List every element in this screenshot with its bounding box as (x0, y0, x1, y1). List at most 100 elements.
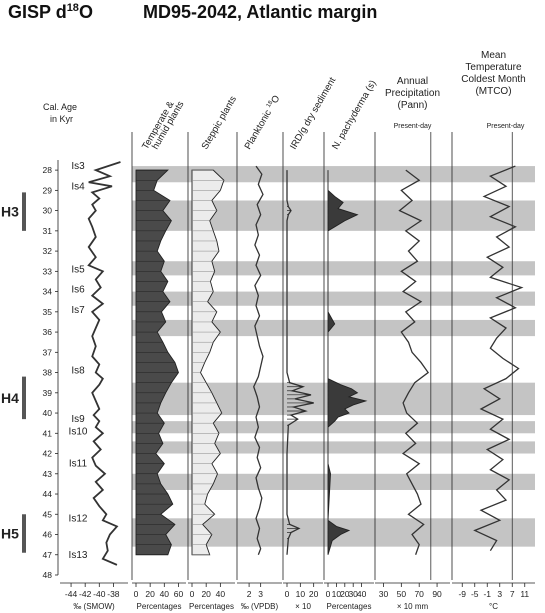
heinrich-bar (22, 192, 26, 231)
mtco-title-line4: (MTCO) (475, 86, 511, 97)
age-axis-label-line2: in Kyr (50, 114, 73, 124)
heinrich-events: H3 H4 H5 (1, 192, 26, 553)
pachyderma-x-tick-label: 0 (326, 589, 331, 599)
pachyderma-x-label: Percentages (327, 602, 372, 611)
interstadial-band (132, 441, 535, 454)
interstadial-label: Is4 (71, 181, 85, 192)
age-tick-label: 37 (43, 347, 53, 357)
mtco-title-line2: Temperature (465, 62, 522, 73)
header: GISP d18O MD95-2042, Atlantic margin (8, 2, 377, 22)
steppic-x-tick-label: 40 (216, 589, 226, 599)
planktonic-line (253, 165, 264, 555)
interstadial-band (132, 166, 535, 183)
pann-x-tick-label: 50 (397, 589, 407, 599)
mtco-x-tick-label: 3 (497, 589, 502, 599)
ird-x-tick-label: 10 (296, 589, 306, 599)
gisp-title: GISP d18O (8, 2, 93, 22)
gisp-x-label: ‰ (SMOW) (73, 602, 115, 611)
pachyderma-area (327, 170, 368, 555)
core-title: MD95-2042, Atlantic margin (143, 2, 377, 22)
mtco-x-tick-label: 7 (510, 589, 515, 599)
mtco-line (473, 165, 524, 552)
age-tick-label: 41 (43, 428, 53, 438)
pachyderma-title: N. pachyderma (s) (330, 78, 379, 151)
pachyderma-x-tick-label: 40 (357, 589, 367, 599)
age-tick-label: 43 (43, 469, 53, 479)
heinrich-bar (22, 514, 26, 553)
age-tick-label: 45 (43, 509, 53, 519)
heinrich-label: H3 (1, 204, 19, 220)
mtco-x-tick-label: -9 (458, 589, 466, 599)
pann-x-tick-label: 70 (414, 589, 424, 599)
age-tick-label: 32 (43, 246, 53, 256)
gisp-line (87, 161, 121, 566)
planktonic-x-tick-label: 3 (258, 589, 263, 599)
pann-x-tick-label: 90 (432, 589, 442, 599)
planktonic-title: Planktonic 18O (243, 94, 283, 152)
age-tick-label: 44 (43, 489, 53, 499)
age-axis: Cal. Age in Kyr 28 29 30 31 32 33 34 35 36 37 38 39… (43, 102, 78, 580)
mtco-title-line1: Mean (481, 50, 506, 61)
age-tick-label: 31 (43, 226, 53, 236)
steppic-title: Steppic plants (200, 94, 239, 151)
age-tick-label: 34 (43, 287, 53, 297)
interstadial-label: Is9 (71, 414, 85, 425)
interstadial-label: Is11 (69, 459, 88, 470)
interstadial-label: Is13 (69, 550, 88, 561)
age-tick-label: 40 (43, 408, 53, 418)
planktonic-x-label: ‰ (VPDB) (241, 602, 279, 611)
pann-x-tick-label: 30 (379, 589, 389, 599)
ird-title: IRD/g dry sediment (288, 75, 338, 151)
interstadial-label: Is3 (71, 161, 85, 172)
temperate-x-tick-label: 20 (145, 589, 155, 599)
temperate-x-tick-label: 40 (160, 589, 170, 599)
mtco-x-tick-label: -5 (471, 589, 479, 599)
temperate-x-label: Percentages (137, 602, 182, 611)
pachyderma-x-tick-label: 10 (332, 589, 342, 599)
gisp-x-tick-label: -44 (65, 589, 78, 599)
age-tick-label: 30 (43, 206, 53, 216)
ird-x-label: × 10 (295, 602, 311, 611)
pachyderma-x-tick-label: 20 (340, 589, 350, 599)
interstadial-label: Is8 (71, 366, 85, 377)
mtco-present-day: Present-day (487, 123, 525, 130)
heinrich-label: H4 (1, 390, 19, 406)
pann-title-line1: Annual (397, 76, 428, 87)
gisp-x-tick-label: -40 (93, 589, 106, 599)
heinrich-bar (22, 376, 26, 420)
interstadial-band (132, 421, 535, 434)
age-tick-label: 38 (43, 368, 53, 378)
interstadial-label: Is5 (71, 264, 85, 275)
age-tick-label: 46 (43, 530, 53, 540)
steppic-x-label: Percentages (189, 602, 234, 611)
interstadial-label: Is6 (71, 285, 85, 296)
age-tick-label: 35 (43, 307, 53, 317)
interstadial-band (132, 261, 535, 276)
steppic-area (191, 169, 225, 556)
heinrich-label: H5 (1, 526, 19, 542)
interstadial-label: Is10 (69, 426, 88, 437)
mtco-x-tick-label: 11 (520, 589, 529, 599)
mtco-x-label: °C (489, 602, 498, 611)
pann-present-day: Present-day (394, 123, 432, 130)
pann-line (398, 169, 430, 555)
mtco-title-line3: Coldest Month (461, 74, 525, 85)
age-tick-label: 29 (43, 185, 53, 195)
interstadial-label: Is12 (69, 513, 88, 524)
age-tick-label: 28 (43, 165, 53, 175)
mtco-x-tick-label: -1 (483, 589, 491, 599)
gisp-x-tick-label: -38 (107, 589, 120, 599)
ird-x-tick-label: 0 (285, 589, 290, 599)
interstadial-band (132, 319, 535, 337)
age-tick-label: 42 (43, 449, 53, 459)
age-tick-label: 47 (43, 550, 53, 560)
age-tick-label: 33 (43, 266, 53, 276)
age-tick-label: 48 (43, 570, 53, 580)
age-axis-label-line1: Cal. Age (43, 102, 77, 112)
ird-x-tick-label: 20 (309, 589, 319, 599)
interstadial-band (132, 291, 535, 306)
pann-x-label: × 10 mm (397, 602, 429, 611)
gisp-x-tick-label: -42 (79, 589, 92, 599)
